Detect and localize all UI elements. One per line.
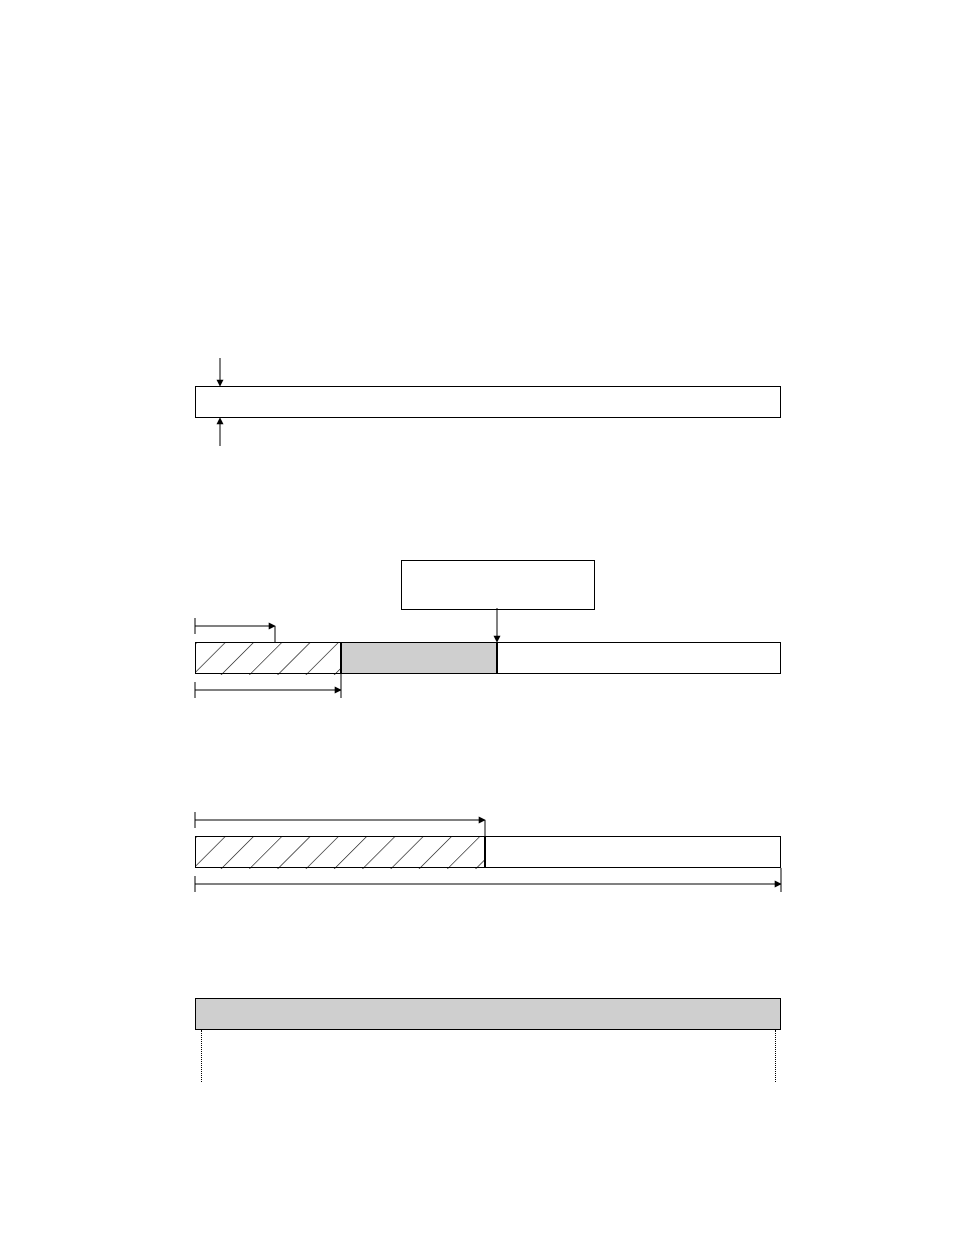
- dotted-right: [775, 1030, 776, 1082]
- bar-3: [195, 836, 781, 868]
- annotation-overlay: [0, 0, 954, 1235]
- bar-2-seg-white: [497, 642, 781, 674]
- bar-3-seg-white: [485, 836, 781, 868]
- bar-2-seg-gray: [341, 642, 497, 674]
- bar-4: [195, 998, 781, 1030]
- label-box: [401, 560, 595, 610]
- bar-2-seg-hatched: [195, 642, 341, 674]
- bar-1: [195, 386, 781, 418]
- dotted-left: [201, 1030, 202, 1082]
- bar-2: [195, 642, 781, 674]
- bar-3-seg-hatched: [195, 836, 485, 868]
